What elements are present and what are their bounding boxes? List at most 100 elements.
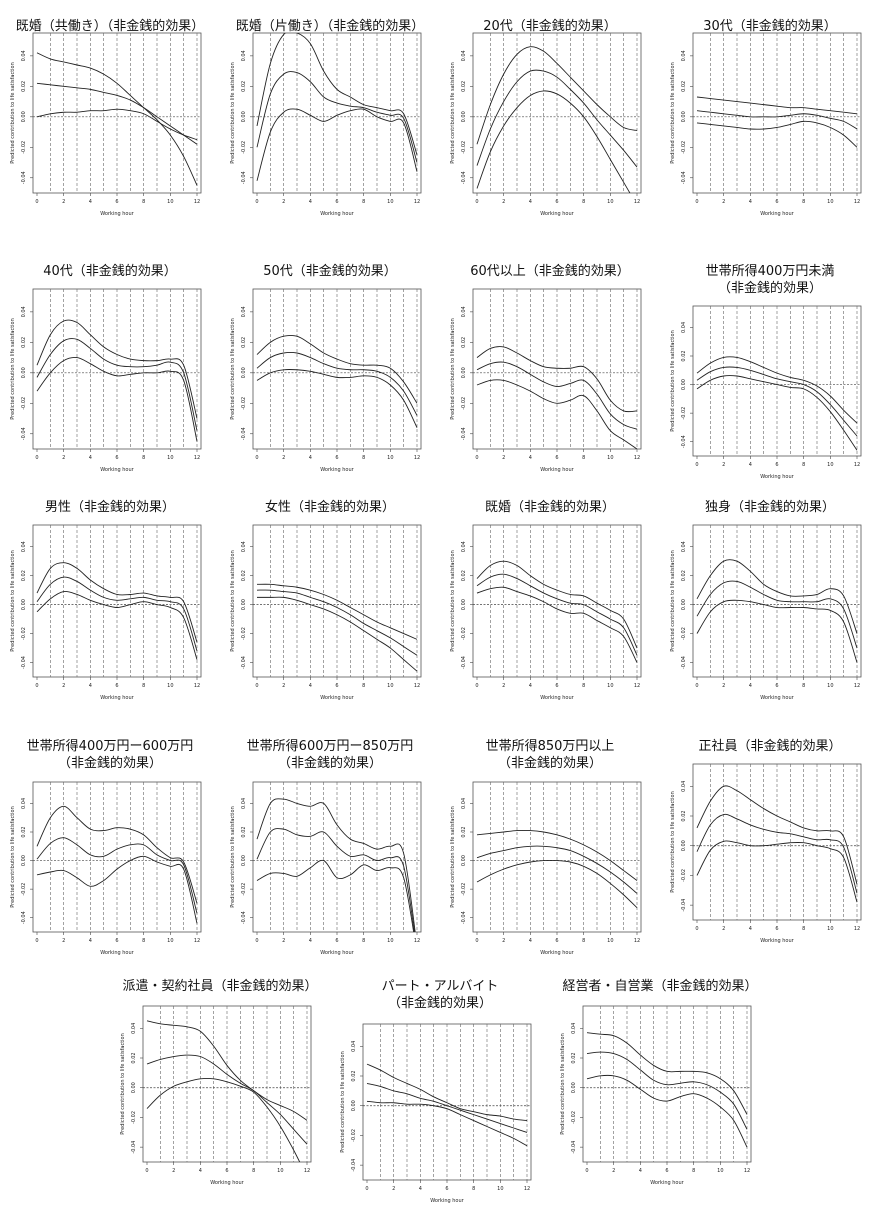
panel-title: 経営者・自営業（非金銭的効果） <box>550 978 770 995</box>
lower-bound-line <box>36 855 198 924</box>
lower-bound-line <box>256 108 418 181</box>
upper-bound-line <box>256 583 418 640</box>
x-tick-label: 10 <box>607 938 613 944</box>
panel-title-line: （非金銭的効果） <box>717 281 822 296</box>
x-axis-label: Working hour <box>100 695 134 701</box>
y-tick-label: 0.00 <box>681 111 687 122</box>
upper-bound-line <box>146 1020 308 1121</box>
y-tick-label: 0.00 <box>571 1082 577 1093</box>
y-tick-label: -0.04 <box>241 171 247 184</box>
panel-title: 60代以上（非金銭的効果） <box>440 263 660 280</box>
x-tick-label: 2 <box>722 199 725 205</box>
lower-bound-line <box>586 1074 748 1148</box>
x-axis-label: Working hour <box>650 1180 684 1186</box>
panel-title-line: （非金銭的効果） <box>387 996 492 1011</box>
y-tick-label: -0.02 <box>461 141 467 154</box>
x-tick-label: 0 <box>145 1168 148 1174</box>
y-tick-label: -0.04 <box>461 656 467 669</box>
y-tick-label: -0.04 <box>681 171 687 184</box>
y-tick-label: 0.02 <box>571 1052 577 1063</box>
line-chart-panel: -0.04 -0.02 0.00 0.02 0.04 0 2 4 6 8 10 12 Working h… <box>10 288 202 473</box>
line-chart-panel: -0.04 -0.02 0.00 0.02 0.04 0 2 4 6 8 10 12 Working h… <box>230 781 422 956</box>
x-tick-label: 0 <box>695 462 698 468</box>
y-tick-label: 0.04 <box>681 50 687 61</box>
y-axis-label: Predicted contribution to life satisfact… <box>340 1051 346 1153</box>
x-tick-label: 0 <box>475 938 478 944</box>
x-tick-label: 0 <box>35 938 38 944</box>
y-tick-label: -0.02 <box>21 397 27 410</box>
x-tick-label: 8 <box>802 462 805 468</box>
x-tick-label: 12 <box>634 938 640 944</box>
x-tick-label: 12 <box>634 199 640 205</box>
y-tick-label: 0.04 <box>461 306 467 317</box>
x-tick-label: 10 <box>717 1168 723 1174</box>
y-tick-label: 0.02 <box>241 570 247 581</box>
x-tick-label: 8 <box>802 926 805 932</box>
line-chart-panel: -0.04 -0.02 0.00 0.02 0.04 0 2 4 6 8 10 12 Working h… <box>120 1005 312 1186</box>
panel-title-line: 独身（非金銭的効果） <box>704 500 835 515</box>
y-tick-label: 0.02 <box>681 350 687 361</box>
y-axis-label: Predicted contribution to life satisfact… <box>670 550 676 652</box>
panel-title: 40代（非金銭的効果） <box>0 263 220 280</box>
y-tick-label: 0.00 <box>241 599 247 610</box>
y-tick-label: 0.00 <box>21 599 27 610</box>
x-tick-label: 12 <box>854 926 860 932</box>
y-tick-label: 0.04 <box>461 798 467 809</box>
y-tick-label: -0.04 <box>681 899 687 912</box>
y-tick-label: 0.04 <box>681 322 687 333</box>
x-tick-label: 8 <box>582 455 585 461</box>
estimate-line <box>696 366 858 437</box>
y-tick-label: 0.00 <box>21 855 27 866</box>
estimate-line <box>476 573 638 656</box>
lower-bound-line <box>36 357 198 442</box>
x-tick-label: 0 <box>475 683 478 689</box>
x-tick-label: 2 <box>172 1168 175 1174</box>
x-tick-label: 6 <box>115 455 118 461</box>
x-tick-label: 2 <box>722 683 725 689</box>
x-tick-label: 10 <box>607 683 613 689</box>
x-tick-label: 12 <box>194 455 200 461</box>
estimate-line <box>36 837 198 914</box>
x-tick-label: 4 <box>309 938 312 944</box>
upper-bound-line <box>366 1063 528 1122</box>
x-tick-label: 10 <box>167 455 173 461</box>
y-tick-label: 0.04 <box>461 541 467 552</box>
x-tick-label: 12 <box>414 199 420 205</box>
y-tick-label: 0.00 <box>241 855 247 866</box>
y-tick-label: -0.04 <box>241 427 247 440</box>
x-axis-label: Working hour <box>430 1198 464 1204</box>
x-tick-label: 2 <box>722 462 725 468</box>
upper-bound-line <box>696 356 858 424</box>
x-tick-label: 12 <box>634 683 640 689</box>
x-tick-label: 2 <box>62 199 65 205</box>
upper-bound-line <box>476 46 638 145</box>
x-tick-label: 12 <box>414 455 420 461</box>
line-chart-panel: -0.04 -0.02 0.00 0.02 0.04 0 2 4 6 8 10 12 Working h… <box>670 763 862 944</box>
panel-title: 男性（非金銭的効果） <box>0 499 220 516</box>
panel-title-line: 既婚（非金銭的効果） <box>484 500 615 515</box>
x-tick-label: 0 <box>35 199 38 205</box>
y-tick-label: 0.02 <box>21 81 27 92</box>
x-axis-label: Working hour <box>320 211 354 217</box>
lower-bound-line <box>476 379 638 449</box>
y-tick-label: 0.04 <box>681 541 687 552</box>
y-tick-label: 0.02 <box>21 570 27 581</box>
y-tick-label: 0.00 <box>241 111 247 122</box>
line-chart-panel: -0.04 -0.02 0.00 0.02 0.04 0 2 4 6 8 10 12 Working h… <box>560 1005 752 1186</box>
y-tick-label: -0.04 <box>461 171 467 184</box>
x-tick-label: 10 <box>387 455 393 461</box>
x-tick-label: 2 <box>62 455 65 461</box>
y-tick-label: -0.02 <box>21 141 27 154</box>
y-tick-label: 0.00 <box>681 379 687 390</box>
panel-title-line: 60代以上（非金銭的効果） <box>470 264 630 279</box>
estimate-line <box>256 71 418 163</box>
panel-title: 20代（非金銭的効果） <box>440 18 660 35</box>
x-tick-label: 6 <box>665 1168 668 1174</box>
y-tick-label: 0.00 <box>131 1082 137 1093</box>
x-tick-label: 4 <box>529 455 532 461</box>
panel-title: 独身（非金銭的効果） <box>660 499 880 516</box>
y-tick-label: 0.02 <box>351 1070 357 1081</box>
y-tick-label: -0.04 <box>241 656 247 669</box>
x-tick-label: 10 <box>167 938 173 944</box>
estimate-line <box>256 351 418 416</box>
